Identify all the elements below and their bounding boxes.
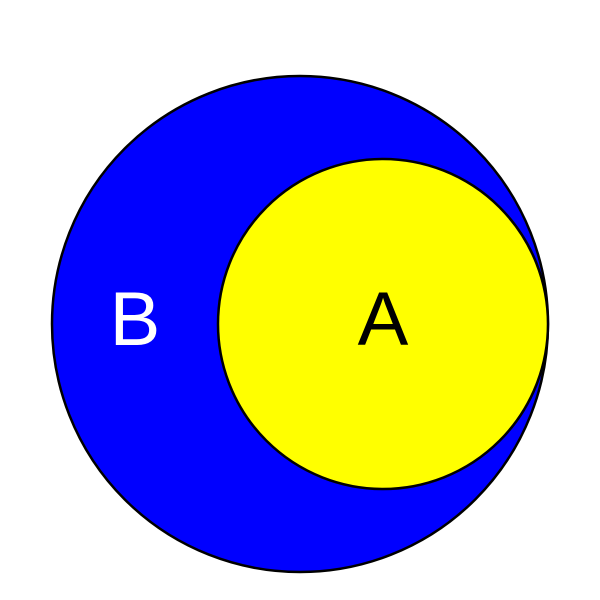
set-a-label: A <box>358 277 409 362</box>
set-a-circle <box>216 157 550 491</box>
set-b-label: B <box>110 277 161 362</box>
